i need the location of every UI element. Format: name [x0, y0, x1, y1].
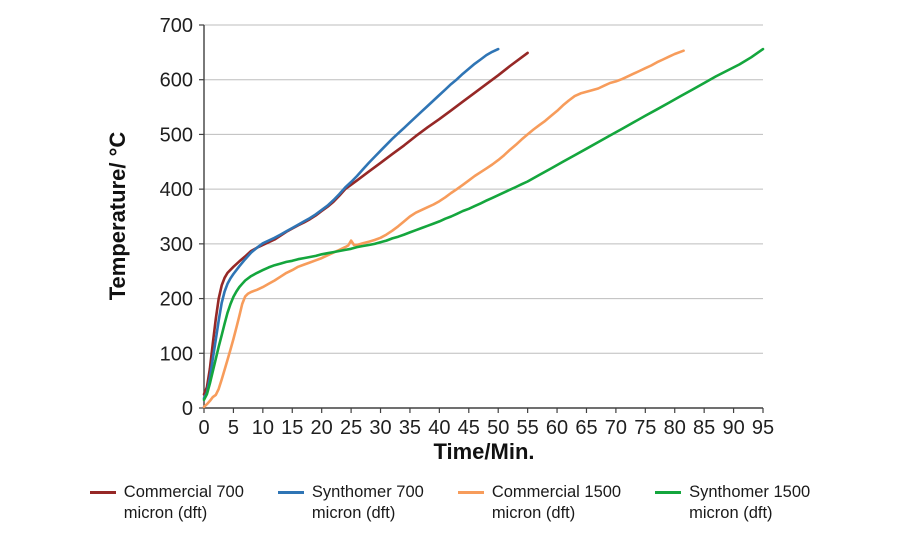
series-lines — [202, 47, 765, 409]
y-tick-label: 200 — [160, 289, 193, 311]
x-tick-label: 60 — [546, 417, 568, 439]
gridlines — [204, 24, 763, 354]
x-tick-label: 5 — [228, 417, 239, 439]
x-tick-label: 40 — [428, 417, 450, 439]
y-tick-label: 500 — [160, 124, 193, 146]
legend-item: Synthomer 700 micron (dft) — [277, 482, 424, 524]
series-line-commercial-1500-micron-dft- — [202, 49, 685, 409]
x-tick-label: 10 — [252, 417, 274, 439]
y-tick-label: 600 — [160, 70, 193, 92]
legend-label: Synthomer 700 micron (dft) — [311, 483, 424, 523]
y-axis-ticks: 0 100 200 300 400 500 600 700 — [160, 15, 204, 420]
y-tick-label: 400 — [160, 179, 193, 201]
legend-item: Commercial 1500 micron (dft) — [457, 482, 622, 524]
series-line-synthomer-700-micron-dft- — [202, 47, 500, 400]
legend-line-swatch — [89, 491, 116, 494]
temperature-time-line-chart: 0 5 10 15 20 25 30 35 40 45 50 55 60 65 70 75 80 85 90 95 0… — [105, 15, 774, 464]
x-axis-ticks: 0 5 10 15 20 25 30 35 40 45 50 55 60 65 70 75 80 85 90 95 — [198, 408, 774, 439]
y-tick-label: 0 — [182, 398, 193, 420]
y-tick-label: 300 — [160, 234, 193, 256]
legend-label: Commercial 1500 micron (dft) — [491, 483, 622, 523]
legend: Commercial 700 micron (dft) Synthomer 700 m… — [0, 482, 900, 524]
series-line-commercial-700-micron-dft- — [202, 51, 529, 396]
x-tick-label: 95 — [752, 417, 774, 439]
x-tick-label: 55 — [517, 417, 539, 439]
series-line-synthomer-1500-micron-dft- — [202, 47, 765, 402]
legend-line-swatch — [457, 491, 484, 494]
x-tick-label: 75 — [634, 417, 656, 439]
x-tick-label: 80 — [664, 417, 686, 439]
x-tick-label: 50 — [487, 417, 509, 439]
axes — [203, 25, 763, 409]
x-tick-label: 20 — [311, 417, 333, 439]
x-tick-label: 65 — [575, 417, 597, 439]
y-axis-title: Temperature/ °C — [105, 132, 130, 301]
legend-label: Synthomer 1500 micron (dft) — [689, 483, 811, 523]
legend-line-swatch — [277, 491, 304, 494]
x-tick-label: 25 — [340, 417, 362, 439]
legend-item: Commercial 700 micron (dft) — [89, 482, 244, 524]
x-tick-label: 70 — [605, 417, 627, 439]
x-tick-label: 85 — [693, 417, 715, 439]
y-tick-label: 100 — [160, 343, 193, 365]
x-tick-label: 0 — [198, 417, 209, 439]
x-tick-label: 15 — [281, 417, 303, 439]
y-tick-label: 700 — [160, 15, 193, 37]
legend-line-swatch — [655, 491, 682, 494]
legend-item: Synthomer 1500 micron (dft) — [655, 482, 810, 524]
x-tick-label: 45 — [458, 417, 480, 439]
x-tick-label: 30 — [369, 417, 391, 439]
x-tick-label: 90 — [722, 417, 744, 439]
x-axis-title: Time/Min. — [433, 439, 534, 464]
x-tick-label: 35 — [399, 417, 421, 439]
legend-label: Commercial 700 micron (dft) — [123, 483, 244, 523]
